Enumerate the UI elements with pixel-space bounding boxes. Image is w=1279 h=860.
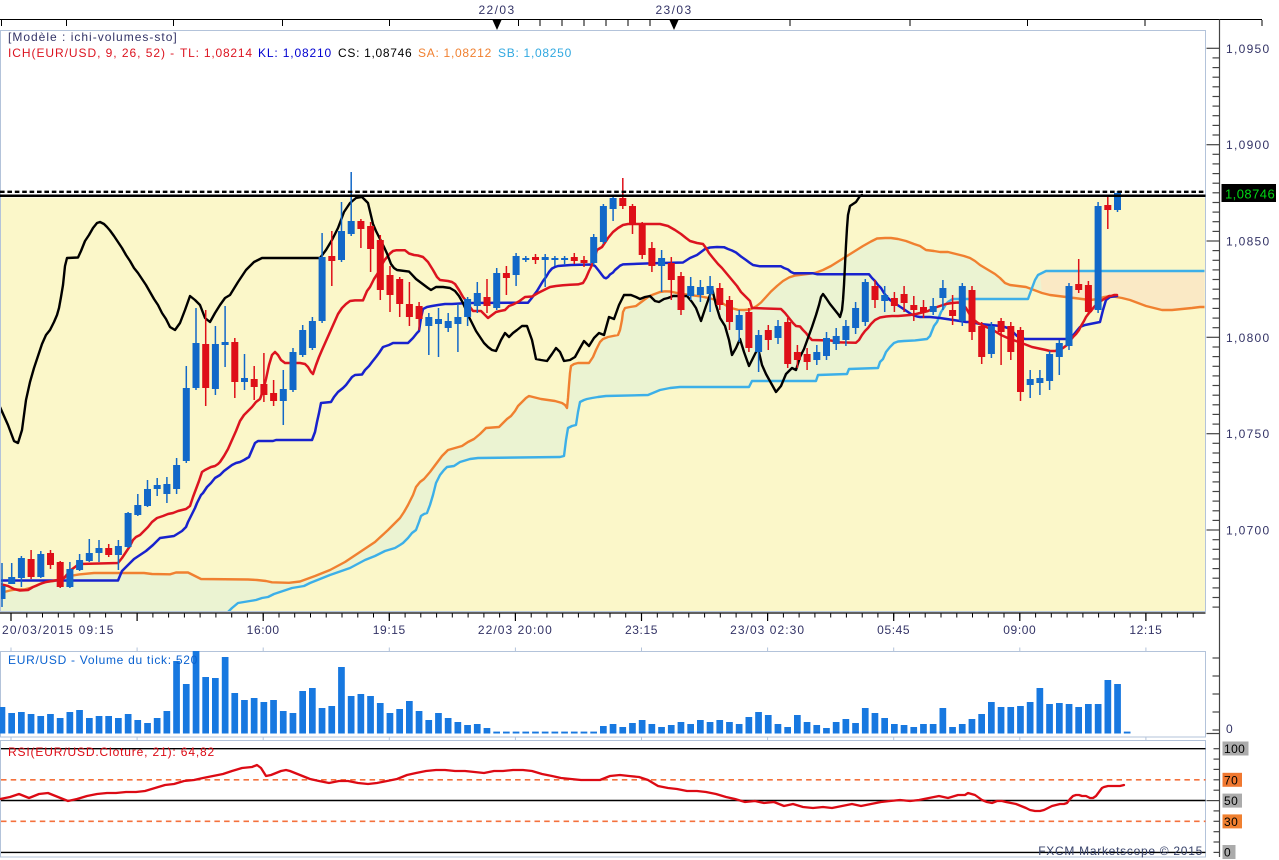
svg-text:09:00: 09:00 (1003, 623, 1036, 637)
svg-text:23:15: 23:15 (625, 623, 658, 637)
svg-text:ICH(EUR/USD, 9, 26, 52) -: ICH(EUR/USD, 9, 26, 52) - (8, 46, 175, 60)
svg-text:1,0950: 1,0950 (1226, 42, 1271, 56)
svg-text:EUR/USD - Volume du tick: 520: EUR/USD - Volume du tick: 520 (8, 653, 198, 667)
svg-text:KL: 1,08210: KL: 1,08210 (258, 46, 332, 60)
svg-text:22/03 20:00: 22/03 20:00 (478, 623, 553, 637)
svg-text:16:00: 16:00 (247, 623, 280, 637)
svg-text:TL: 1,08214: TL: 1,08214 (180, 46, 253, 60)
svg-text:19:15: 19:15 (373, 623, 406, 637)
svg-text:12:15: 12:15 (1129, 623, 1162, 637)
svg-text:1,0800: 1,0800 (1226, 331, 1271, 345)
svg-text:0: 0 (1226, 722, 1233, 736)
svg-text:23/03: 23/03 (655, 3, 692, 17)
svg-text:30: 30 (1224, 815, 1238, 829)
svg-text:23/03 02:30: 23/03 02:30 (730, 623, 805, 637)
svg-text:FXCM Marketscope © 2015: FXCM Marketscope © 2015 (1038, 844, 1203, 858)
svg-text:1,0850: 1,0850 (1226, 235, 1271, 249)
svg-text:1,0700: 1,0700 (1226, 524, 1271, 538)
svg-text:[Modèle : ichi-volumes-sto]: [Modèle : ichi-volumes-sto] (8, 30, 178, 44)
svg-text:SB: 1,08250: SB: 1,08250 (498, 46, 572, 60)
svg-text:RSI(EUR/USD.Cloture, 21): 64,8: RSI(EUR/USD.Cloture, 21): 64,82 (8, 745, 215, 759)
svg-text:50: 50 (1224, 794, 1238, 808)
svg-text:100: 100 (1224, 742, 1245, 756)
svg-text:0: 0 (1224, 846, 1231, 860)
svg-text:1,0750: 1,0750 (1226, 427, 1271, 441)
svg-text:1,08746: 1,08746 (1225, 187, 1275, 202)
svg-text:20/03/2015 09:15: 20/03/2015 09:15 (2, 623, 115, 637)
svg-text:70: 70 (1224, 773, 1238, 787)
svg-text:05:45: 05:45 (877, 623, 910, 637)
svg-text:1,0900: 1,0900 (1226, 138, 1271, 152)
svg-text:CS: 1,08746: CS: 1,08746 (338, 46, 412, 60)
svg-text:22/03: 22/03 (478, 3, 515, 17)
svg-text:SA: 1,08212: SA: 1,08212 (418, 46, 492, 60)
